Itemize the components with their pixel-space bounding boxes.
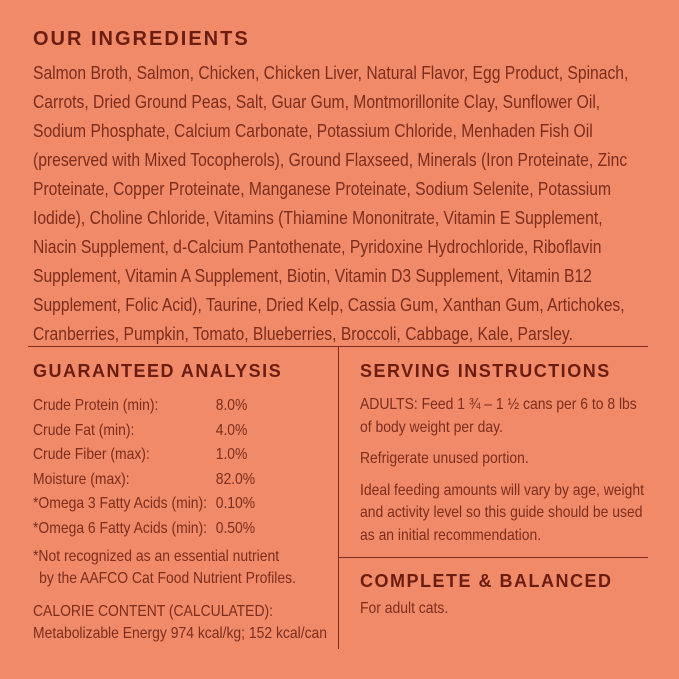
nutrient-label: Moisture (max): — [33, 470, 130, 488]
table-row: Crude Fiber (max): 1.0% — [33, 443, 326, 468]
complete-balanced-text: For adult cats. — [360, 600, 449, 617]
calorie-content: CALORIE CONTENT (CALCULATED): Metaboliza… — [33, 601, 328, 645]
ingredients-text: Salmon Broth, Salmon, Chicken, Chicken L… — [33, 63, 629, 344]
ingredients-section: OUR INGREDIENTS Salmon Broth, Salmon, Ch… — [28, 0, 648, 346]
complete-balanced-heading: COMPLETE & BALANCED — [360, 571, 613, 591]
calorie-heading: CALORIE CONTENT (CALCULATED): — [33, 603, 274, 620]
nutrient-value: 1.0% — [215, 446, 248, 463]
serving-instructions-heading: SERVING INSTRUCTIONS — [360, 361, 611, 381]
table-row: Moisture (max): 82.0% — [33, 468, 326, 493]
table-row: Crude Fat (min): 4.0% — [33, 419, 326, 444]
footnote-line: by the AAFCO Cat Food Nutrient Profiles. — [39, 570, 296, 587]
serving-paragraph: ADULTS: Feed 1 ¾ – 1 ½ cans per 6 to 8 l… — [360, 396, 637, 436]
right-column: SERVING INSTRUCTIONS ADULTS: Feed 1 ¾ – … — [338, 347, 648, 649]
ingredients-heading: OUR INGREDIENTS — [33, 28, 250, 50]
footnote-line: *Not recognized as an essential nutrient — [33, 548, 280, 565]
lower-columns: GUARANTEED ANALYSIS Crude Protein (min):… — [28, 346, 648, 649]
serving-paragraph: Refrigerate unused portion. — [360, 450, 529, 467]
table-row: *Omega 3 Fatty Acids (min): 0.10% — [33, 492, 326, 517]
nutrient-label: *Omega 6 Fatty Acids (min): — [33, 519, 208, 537]
nutrient-value: 82.0% — [215, 470, 256, 488]
table-row: *Omega 6 Fatty Acids (min): 0.50% — [33, 517, 326, 542]
nutrient-value: 4.0% — [215, 421, 248, 439]
serving-instructions-section: SERVING INSTRUCTIONS ADULTS: Feed 1 ¾ – … — [339, 347, 648, 557]
nutrient-label: Crude Fiber (max): — [33, 446, 150, 463]
guaranteed-analysis-table: Crude Protein (min): 8.0% Crude Fat (min… — [33, 394, 326, 541]
nutrient-label: *Omega 3 Fatty Acids (min): — [33, 495, 208, 512]
nutrient-label: Crude Protein (min): — [33, 397, 159, 414]
nutrient-label: Crude Fat (min): — [33, 421, 135, 439]
calorie-value: Metabolizable Energy 974 kcal/kg; 152 kc… — [33, 625, 328, 642]
guaranteed-analysis-heading: GUARANTEED ANALYSIS — [33, 361, 283, 381]
aafco-footnote: *Not recognized as an essential nutrient… — [33, 546, 326, 590]
nutrient-value: 8.0% — [215, 397, 248, 414]
label-content: OUR INGREDIENTS Salmon Broth, Salmon, Ch… — [28, 0, 648, 649]
nutrient-value: 0.50% — [215, 519, 256, 537]
serving-paragraph: Ideal feeding amounts will vary by age, … — [360, 481, 644, 544]
guaranteed-analysis-section: GUARANTEED ANALYSIS Crude Protein (min):… — [28, 347, 338, 649]
table-row: Crude Protein (min): 8.0% — [33, 394, 326, 419]
nutrient-value: 0.10% — [215, 495, 256, 512]
complete-balanced-section: COMPLETE & BALANCED For adult cats. — [339, 557, 648, 649]
